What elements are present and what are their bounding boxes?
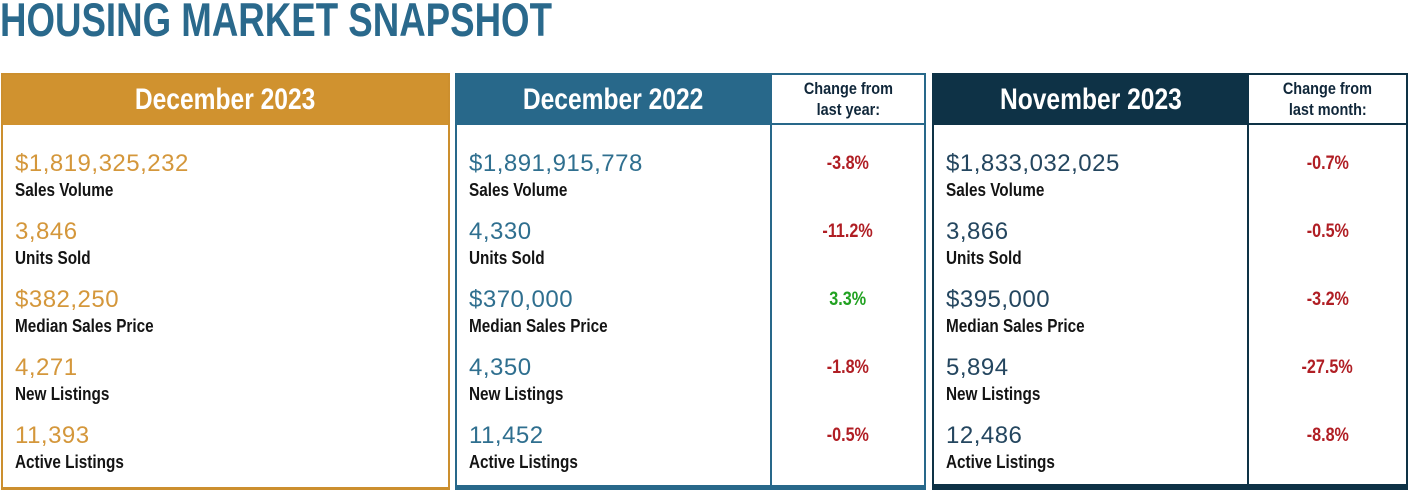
metric-value: $382,250 xyxy=(15,286,120,313)
change-value: -3.2% xyxy=(1303,285,1353,353)
change-value: -3.8% xyxy=(823,149,873,217)
metric-row: 11,393 Active Listings xyxy=(15,421,448,473)
change-value-text: -0.5% xyxy=(1306,221,1349,242)
metric-value: $1,891,915,778 xyxy=(469,150,643,177)
metric-label: Median Sales Price xyxy=(946,316,1085,336)
metric-value: 11,393 xyxy=(15,422,90,449)
metric-label: Active Listings xyxy=(15,452,124,472)
metric-row: 5,894 New Listings xyxy=(946,353,1247,405)
metric-label: Active Listings xyxy=(469,452,578,472)
metric-label: Sales Volume xyxy=(469,180,568,200)
metric-row: 4,350 New Listings xyxy=(469,353,770,405)
metric-label: Sales Volume xyxy=(15,180,114,200)
metric-value: 11,452 xyxy=(469,422,544,449)
metric-label: New Listings xyxy=(946,384,1041,404)
metric-row: $382,250 Median Sales Price xyxy=(15,285,448,337)
change-value: -0.5% xyxy=(1303,217,1353,285)
metric-label: Units Sold xyxy=(469,248,545,268)
metric-row: $1,833,032,025 Sales Volume xyxy=(946,149,1247,201)
metric-label: Median Sales Price xyxy=(469,316,608,336)
metric-row: $395,000 Median Sales Price xyxy=(946,285,1247,337)
change-value: -27.5% xyxy=(1297,353,1357,421)
panel-title: December 2022 xyxy=(523,83,704,116)
metric-value: 4,350 xyxy=(469,354,532,381)
change-value-text: -27.5% xyxy=(1301,357,1354,378)
change-value-text: -1.8% xyxy=(826,357,870,378)
panel-header: December 2022 xyxy=(457,75,770,125)
panel-body: $1,819,325,232 Sales Volume 3,846 Units … xyxy=(3,125,448,489)
change-value: 3.3% xyxy=(826,285,869,353)
change-value: -0.7% xyxy=(1303,149,1353,217)
panel-title: December 2023 xyxy=(135,83,316,116)
change-value: -0.5% xyxy=(823,421,873,489)
panel-december-2022: December 2022 Change from last year: $1,… xyxy=(455,73,926,490)
metric-value: 3,846 xyxy=(15,218,78,245)
metric-value: 12,486 xyxy=(946,422,1023,449)
panel-body: $1,833,032,025 Sales Volume 3,866 Units … xyxy=(934,125,1247,489)
metric-label: Units Sold xyxy=(946,248,1022,268)
metric-value: 5,894 xyxy=(946,354,1009,381)
page-title: HOUSING MARKET SNAPSHOT xyxy=(0,0,552,46)
change-header: Change from last month: xyxy=(1247,75,1406,125)
change-value-text: -0.5% xyxy=(826,425,870,446)
metric-row: 3,846 Units Sold xyxy=(15,217,448,269)
metric-label: Units Sold xyxy=(15,248,91,268)
metric-value: 3,866 xyxy=(946,218,1009,245)
change-header: Change from last year: xyxy=(770,75,924,125)
metric-value: $1,819,325,232 xyxy=(15,150,189,177)
metric-value: 4,330 xyxy=(469,218,532,245)
metric-row: 3,866 Units Sold xyxy=(946,217,1247,269)
change-value-text: 3.3% xyxy=(829,289,867,310)
metric-value: 4,271 xyxy=(15,354,78,381)
change-value: -8.8% xyxy=(1303,421,1353,489)
metric-row: $1,891,915,778 Sales Volume xyxy=(469,149,770,201)
change-value-text: -8.8% xyxy=(1306,425,1349,446)
change-value-text: -3.2% xyxy=(1306,289,1349,310)
metric-value: $395,000 xyxy=(946,286,1051,313)
panel-body: $1,891,915,778 Sales Volume 4,330 Units … xyxy=(457,125,770,489)
change-value: -11.2% xyxy=(818,217,877,285)
metric-value: $370,000 xyxy=(469,286,574,313)
change-value-text: -11.2% xyxy=(822,221,874,242)
change-header-line: last year: xyxy=(816,100,880,119)
change-header-line: Change from xyxy=(803,79,893,98)
change-value-text: -0.7% xyxy=(1306,153,1349,174)
panel-november-2023: November 2023 Change from last month: $1… xyxy=(932,73,1408,490)
change-column: -3.8% -11.2% 3.3% -1.8% -0.5% xyxy=(770,125,924,489)
change-column: -0.7% -0.5% -3.2% -27.5% -8.8% xyxy=(1247,125,1406,489)
metric-row: 11,452 Active Listings xyxy=(469,421,770,473)
metric-row: 12,486 Active Listings xyxy=(946,421,1247,473)
metric-row: $1,819,325,232 Sales Volume xyxy=(15,149,448,201)
change-value-text: -3.8% xyxy=(826,153,870,174)
metric-row: $370,000 Median Sales Price xyxy=(469,285,770,337)
metric-label: Active Listings xyxy=(946,452,1055,472)
metric-label: Median Sales Price xyxy=(15,316,154,336)
change-value: -1.8% xyxy=(823,353,873,421)
metric-label: Sales Volume xyxy=(946,180,1045,200)
panel-december-2023: December 2023 $1,819,325,232 Sales Volum… xyxy=(1,73,450,490)
panels-row: December 2023 $1,819,325,232 Sales Volum… xyxy=(1,73,1408,490)
panel-header: December 2023 xyxy=(3,75,448,125)
metric-label: New Listings xyxy=(469,384,564,404)
metric-label: New Listings xyxy=(15,384,110,404)
metric-row: 4,271 New Listings xyxy=(15,353,448,405)
panel-header: November 2023 xyxy=(934,75,1247,125)
change-header-line: Change from xyxy=(1282,79,1373,98)
panel-title: November 2023 xyxy=(999,83,1182,116)
change-header-line: last month: xyxy=(1288,100,1367,119)
metric-value: $1,833,032,025 xyxy=(946,150,1120,177)
metric-row: 4,330 Units Sold xyxy=(469,217,770,269)
